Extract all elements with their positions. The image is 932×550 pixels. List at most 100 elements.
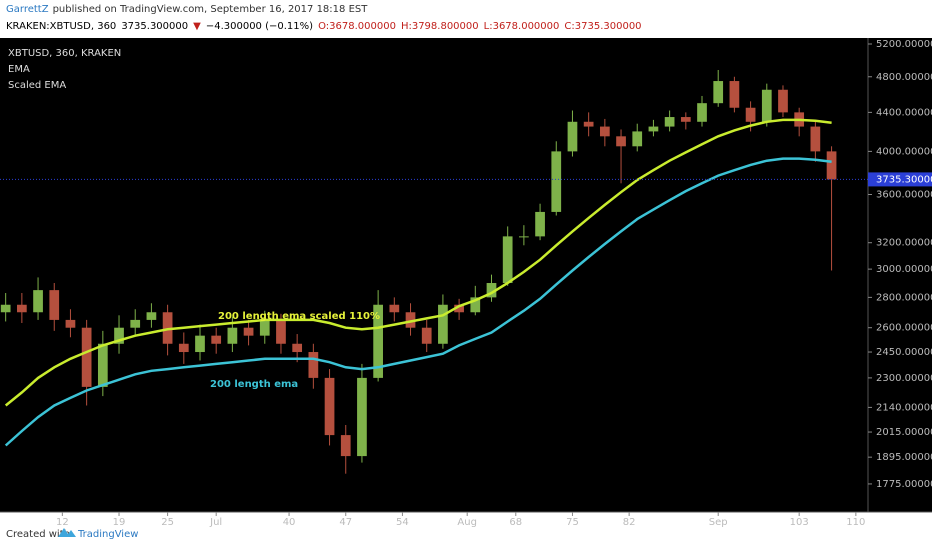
y-tick-label: 2140.000000 [876, 402, 932, 413]
y-tick-label: 1775.000000 [876, 479, 932, 490]
close: C:3735.300000 [564, 21, 641, 32]
footer-brand[interactable]: TradingView [77, 529, 138, 540]
candle-body [211, 335, 222, 344]
candle-body [33, 290, 43, 313]
y-tick-label: 5200.000000 [876, 39, 932, 50]
legend-title: XBTUSD, 360, KRAKEN [8, 48, 121, 59]
candle-body [729, 81, 740, 108]
annotation: 200 length ema scaled 110% [218, 311, 380, 322]
last-price-box [868, 172, 932, 187]
candle-body [535, 211, 545, 237]
y-tick-label: 3200.000000 [876, 238, 932, 249]
candle-body [97, 343, 108, 387]
candle-body [519, 236, 529, 238]
candle-body [421, 327, 432, 344]
candle-body [405, 312, 416, 328]
open: O:3678.000000 [318, 21, 396, 32]
x-tick-label: Jul [209, 517, 222, 528]
candle-body [243, 327, 254, 336]
candle-body [778, 89, 788, 113]
candle-body [340, 435, 351, 457]
last-price-label: 3735.300000 [876, 174, 932, 185]
candle-body [567, 121, 578, 152]
y-tick-label: 3000.000000 [876, 264, 932, 275]
y-tick-label: 1895.000000 [876, 452, 932, 463]
x-tick-label: 68 [509, 517, 522, 528]
candle-body [81, 327, 92, 387]
candle-body [389, 304, 400, 313]
candle-body [17, 304, 27, 313]
candle-body [745, 107, 756, 122]
annotation: 200 length ema [210, 379, 298, 390]
y-tick-label: 2015.000000 [876, 427, 932, 438]
price: 3735.300000 [121, 21, 188, 32]
candle-body [130, 319, 141, 328]
candle-body [616, 136, 626, 147]
candle-body [324, 377, 335, 436]
candle-body [664, 117, 675, 127]
candle-body [357, 377, 367, 457]
candle-body [146, 312, 157, 320]
legend-entry: EMA [8, 64, 30, 75]
candle-body [162, 312, 173, 344]
published: published on TradingView.com, September … [53, 4, 369, 15]
candle-body [810, 126, 821, 152]
ema-line [4, 157, 832, 447]
candle-body [583, 121, 594, 127]
candle-body [486, 283, 497, 298]
candle-body [826, 151, 837, 180]
candle-body [308, 352, 319, 378]
x-tick-label: 110 [846, 517, 865, 528]
candle-body [599, 126, 610, 137]
candle-body [632, 131, 643, 147]
candle-body [292, 343, 303, 353]
x-tick-label: 40 [283, 517, 296, 528]
candle-body [680, 117, 691, 122]
y-tick-label: 2300.000000 [876, 373, 932, 384]
plot-background [0, 38, 932, 512]
candle-body [65, 319, 76, 328]
candle-body [551, 151, 562, 212]
candle-body [470, 297, 481, 313]
candle-body [114, 327, 124, 344]
candle-body [648, 126, 659, 132]
x-tick-label: 25 [161, 517, 174, 528]
candle-body [49, 290, 60, 320]
x-tick-label: 12 [56, 517, 69, 528]
candle-body [502, 236, 513, 284]
symbol-line: KRAKEN:XBTUSD, 360 3735.300000 ▼ −4.3000… [6, 21, 642, 32]
candle-body [227, 327, 238, 344]
x-tick-label: 82 [623, 517, 636, 528]
x-tick-label: 47 [339, 517, 352, 528]
author[interactable]: GarrettZ [6, 4, 49, 15]
y-tick-label: 4000.000000 [876, 146, 932, 157]
candle-body [454, 304, 464, 313]
candle-body [195, 335, 205, 353]
x-tick-label: 75 [566, 517, 579, 528]
candle-body [0, 304, 11, 313]
legend-entry: Scaled EMA [8, 80, 66, 91]
ema-line [4, 118, 832, 407]
low: L:3678.000000 [484, 21, 560, 32]
arrow: ▼ [193, 21, 201, 32]
candle-body [373, 304, 383, 378]
x-tick-label: 103 [790, 517, 809, 528]
candle-body [276, 319, 286, 344]
candle-body [697, 103, 707, 122]
y-tick-label: 2600.000000 [876, 323, 932, 334]
y-tick-label: 4800.000000 [876, 72, 932, 83]
brand-logo [58, 528, 76, 537]
x-tick-label: 54 [396, 517, 409, 528]
candle-body [259, 319, 270, 336]
footer-created: Created with [6, 529, 70, 540]
change: −4.300000 (−0.11%) [206, 21, 313, 32]
y-tick-label: 2450.000000 [876, 347, 932, 358]
candle-body [713, 81, 724, 104]
symbol: KRAKEN:XBTUSD, 360 [6, 21, 116, 32]
x-tick-label: Aug [457, 517, 477, 528]
y-tick-label: 4400.000000 [876, 107, 932, 118]
candle-body [438, 304, 448, 344]
y-tick-label: 3600.000000 [876, 190, 932, 201]
